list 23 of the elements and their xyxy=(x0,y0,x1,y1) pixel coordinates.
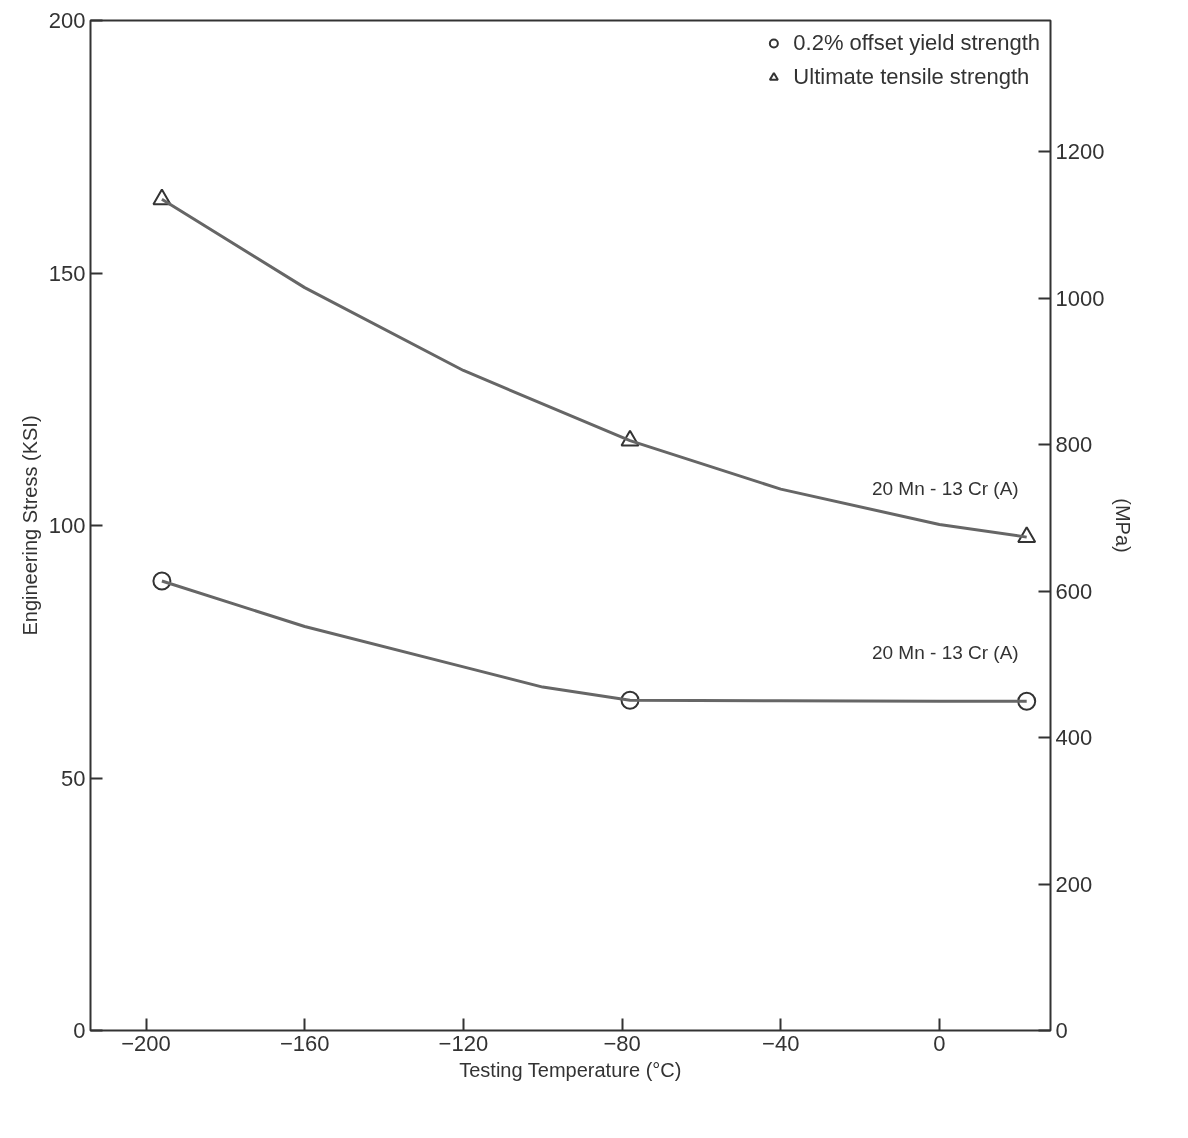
x-tick-label: −120 xyxy=(438,1030,489,1056)
legend-label: Ultimate tensile strength xyxy=(793,64,1030,90)
y2-tick-label: 600 xyxy=(1055,578,1093,604)
y-tick-label: 50 xyxy=(61,765,86,791)
y-tick-label: 150 xyxy=(48,260,86,286)
x-tick-label: −40 xyxy=(762,1030,800,1056)
x-tick-label: −160 xyxy=(279,1030,330,1056)
annotation: 20 Mn - 13 Cr (A) xyxy=(871,478,1019,500)
x-tick-label: 0 xyxy=(933,1030,946,1056)
y2-tick-label: 400 xyxy=(1055,725,1093,751)
y2-axis-title: (MPa) xyxy=(1112,498,1135,553)
legend-label: 0.2% offset yield strength xyxy=(793,30,1040,56)
y-tick-label: 100 xyxy=(48,513,86,538)
annotation: 20 Mn - 13 Cr (A) xyxy=(871,642,1019,664)
y2-tick-label: 1000 xyxy=(1055,285,1105,311)
x-axis-title: Testing Temperature (°C) xyxy=(459,1058,682,1081)
y-tick-label: 200 xyxy=(48,8,86,33)
y2-tick-label: 800 xyxy=(1055,432,1093,458)
x-tick-label: −80 xyxy=(603,1030,641,1056)
y-axis-title: Engineering Stress (KSI) xyxy=(18,415,41,636)
x-tick-label: −200 xyxy=(121,1030,171,1056)
y2-tick-label: 200 xyxy=(1055,871,1093,897)
y2-tick-label: 1200 xyxy=(1055,139,1105,165)
